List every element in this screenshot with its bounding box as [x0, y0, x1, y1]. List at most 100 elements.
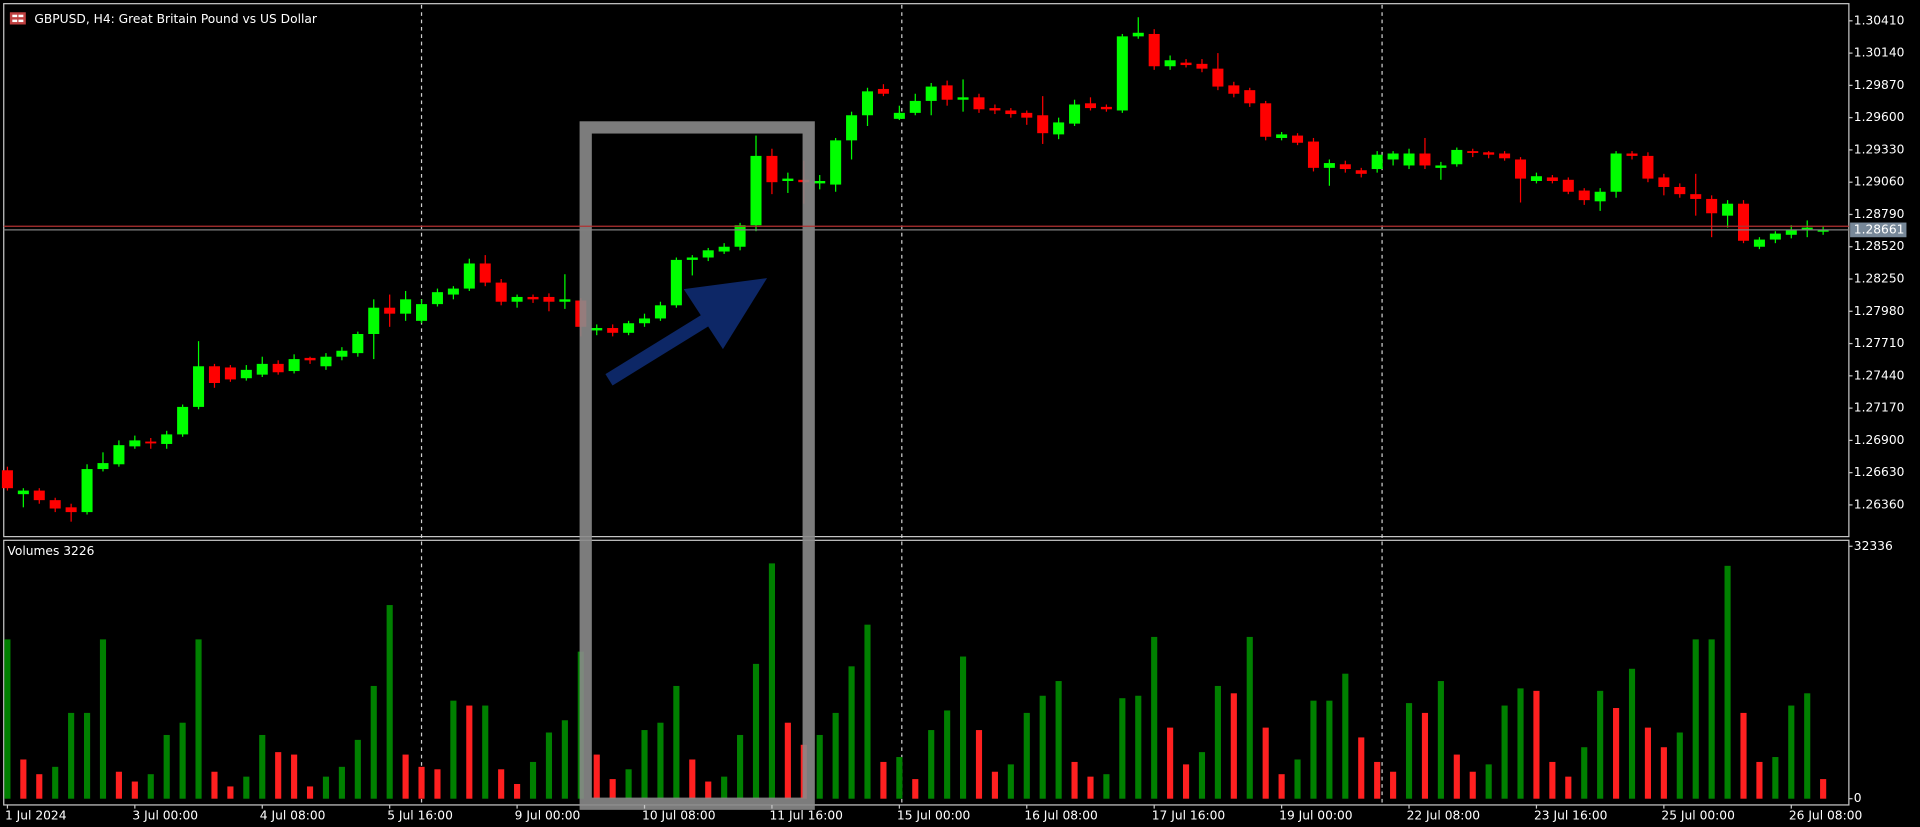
volume-bar [1310, 700, 1317, 799]
volume-bar [115, 771, 122, 799]
candle-body [1132, 32, 1144, 37]
volume-bar [1597, 690, 1604, 799]
volume-bar [1644, 727, 1652, 799]
candle-body [495, 282, 507, 302]
volume-bar [1485, 764, 1492, 799]
volume-bar [354, 739, 361, 799]
icon-stripe [18, 14, 24, 18]
icon-stripe [12, 14, 18, 18]
candle-body [1228, 85, 1240, 94]
x-tick-label: 5 Jul 16:00 [387, 808, 453, 822]
volume-bar [1565, 776, 1572, 799]
volume-bar [960, 656, 967, 799]
candle-body [1499, 153, 1511, 159]
candle-body [1164, 60, 1176, 67]
candle-body [1387, 153, 1399, 160]
symbol-icon [9, 12, 26, 25]
volume-bar [1374, 761, 1381, 799]
arrow-head [683, 278, 768, 350]
volume-bar [880, 761, 887, 799]
volume-bar [243, 776, 250, 799]
candle-body [1817, 229, 1829, 232]
y-tick-label: 1.26900 [1854, 433, 1905, 447]
candle-body [1323, 163, 1335, 168]
volume-bar [1453, 754, 1460, 799]
candle-body [193, 366, 205, 407]
volume-bar [52, 766, 59, 799]
candle-body [384, 307, 396, 314]
volume-bar [259, 734, 266, 799]
x-tick-label: 16 Jul 08:00 [1024, 808, 1097, 822]
arrow-shaft [605, 312, 712, 386]
candle-body [877, 88, 889, 94]
candle-body [240, 369, 252, 379]
volume-tick-label: 32336 [1854, 539, 1893, 553]
volume-bar [1039, 695, 1046, 799]
candle-body [1371, 154, 1383, 170]
x-tick-label: 22 Jul 08:00 [1407, 808, 1480, 822]
volume-bar [689, 759, 696, 799]
candle-body [1674, 186, 1686, 195]
y-tick-label: 1.27980 [1854, 304, 1905, 318]
candle-body [846, 115, 858, 141]
candle-body [1419, 153, 1431, 166]
volume-bar [1055, 681, 1062, 799]
candle-body [447, 288, 459, 295]
y-tick-label: 1.30140 [1854, 46, 1905, 60]
volume-bar [721, 776, 728, 799]
volume-bar [1119, 698, 1126, 799]
candle-body [1053, 122, 1065, 135]
candle-body [766, 155, 778, 183]
volume-bar [816, 734, 823, 799]
candle-body [909, 100, 921, 113]
candle-body [336, 350, 348, 357]
candle-body [49, 500, 61, 509]
current-price-box [1850, 222, 1907, 238]
volume-bar [1660, 747, 1667, 799]
volume-label: Volumes 3226 [7, 544, 94, 558]
x-tick-label: 17 Jul 16:00 [1152, 808, 1225, 822]
x-tick-label: 9 Jul 00:00 [515, 808, 581, 822]
candle-body [1594, 191, 1606, 202]
candle-body [17, 490, 29, 495]
candle-body [1021, 112, 1033, 118]
y-tick-label: 1.29870 [1854, 78, 1905, 92]
volume-bar [784, 722, 791, 799]
candle-body [1116, 36, 1128, 111]
candle-body [925, 86, 937, 101]
volume-bar [1676, 732, 1683, 799]
volume-bar [482, 705, 489, 799]
candle-body [702, 250, 714, 258]
candle-body [1084, 103, 1096, 109]
volume-bar [1628, 668, 1636, 799]
separators [420, 4, 1383, 804]
volume-bar [1167, 727, 1174, 799]
volume-bar [514, 783, 521, 799]
volume-bar [1230, 693, 1237, 799]
highlight-box [579, 121, 815, 810]
volume-bar [1390, 771, 1397, 799]
candle-body [1530, 176, 1542, 181]
y-tick-label: 1.27170 [1854, 401, 1905, 415]
x-tick-label: 19 Jul 00:00 [1279, 808, 1352, 822]
volume-bar [545, 732, 553, 799]
volume-bar [1756, 761, 1763, 799]
candle-body [543, 296, 555, 302]
candle-body [1196, 63, 1208, 69]
candle-body [145, 441, 157, 444]
volume-panel-frame [3, 539, 1850, 806]
volume-bar [450, 700, 457, 799]
candle-body [1180, 62, 1192, 66]
volume-bar [1342, 673, 1349, 799]
volume-bar [752, 663, 760, 799]
candle-body [1785, 230, 1797, 235]
volume-bar [975, 730, 983, 799]
candle-body [1801, 227, 1813, 231]
volume-bar [737, 734, 744, 799]
volume-bar [20, 759, 27, 799]
y-tick-label: 1.29330 [1854, 142, 1905, 156]
volume-bar [99, 639, 107, 799]
x-tick-label: 1 Jul 2024 [5, 808, 67, 822]
candle-body [750, 155, 762, 226]
candle-body [113, 445, 125, 465]
